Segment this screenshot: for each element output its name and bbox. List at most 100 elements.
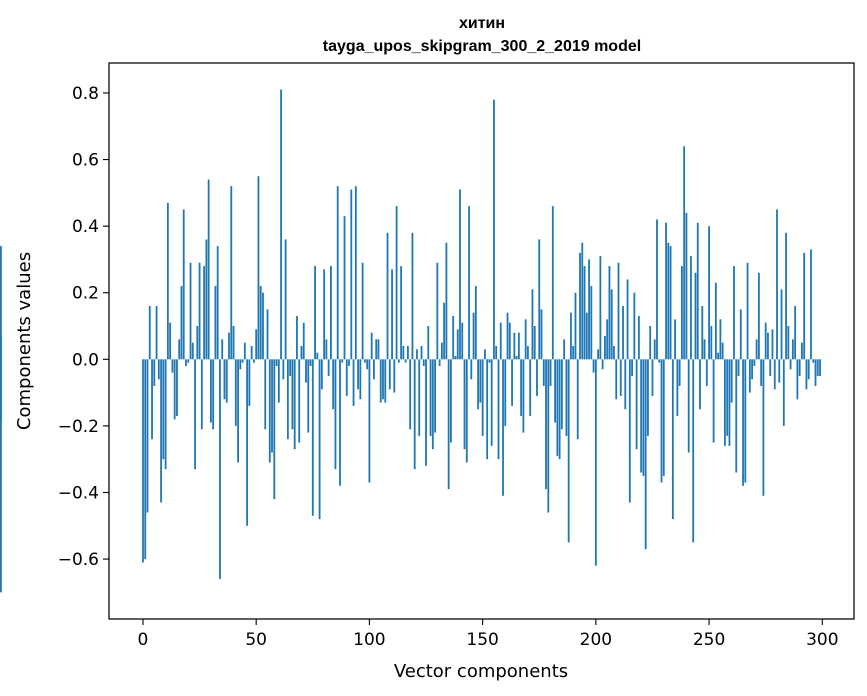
bar [169,322,172,360]
x-axis-label: Vector components [394,661,568,682]
bar [443,302,446,360]
bar [243,342,246,360]
bar [404,359,407,363]
bar [325,339,328,360]
bar [773,359,776,390]
bar [248,359,251,406]
bar [488,359,491,363]
bar [262,292,264,360]
bar [665,222,667,360]
bar [511,359,513,406]
bar [588,259,590,360]
bar [289,359,292,376]
bar [182,209,185,360]
bar [554,359,556,423]
bar [393,359,396,393]
bar [499,322,502,360]
bar [662,359,665,476]
bar [647,359,649,436]
y-tick-label: −0.6 [58,550,99,570]
bar [567,359,570,543]
bar [631,359,633,376]
bar [615,359,618,400]
bar [748,359,751,393]
bar [221,339,224,360]
bar [547,359,550,513]
bar [696,222,699,360]
bar [332,359,335,410]
bar [714,282,717,360]
bar [497,359,500,460]
bar [767,332,769,360]
x-tick-label: 150 [466,630,498,650]
bar [801,342,803,360]
bar [379,359,382,403]
bar [474,286,477,360]
bar [180,286,183,360]
bar [429,359,432,436]
bar [162,359,165,460]
bar [803,252,806,360]
bar [232,326,235,360]
bar [216,246,219,360]
bar [619,359,622,396]
bar [816,359,819,376]
bar [205,239,208,360]
bar [171,359,174,373]
bar [617,262,620,360]
bar [658,359,661,363]
bar [187,359,190,363]
bar [334,359,337,470]
bar [225,359,228,403]
bar [191,342,194,360]
bar [601,359,604,370]
bar [361,262,364,360]
bar [352,359,355,406]
bar [237,359,239,463]
bar [286,359,289,440]
bar [739,309,742,360]
bar [207,179,210,360]
bar [776,209,778,360]
bar [447,359,450,490]
bar [642,359,645,476]
bar [155,306,158,360]
bar [185,359,187,366]
bar [742,359,744,486]
bar [527,345,529,360]
bar [513,332,516,360]
bar [787,326,790,360]
bar [148,306,151,360]
bar [436,262,439,360]
bar [386,232,389,360]
bar [542,359,545,386]
bar [302,322,305,360]
bar [255,329,258,360]
bar [452,316,455,360]
bar [493,99,495,360]
bar [653,339,656,360]
bar [760,359,763,386]
bar [320,359,323,390]
bar [438,359,441,366]
bar [153,359,156,386]
bar [411,232,414,360]
bar [819,359,821,376]
bar [529,359,532,416]
bar [687,359,690,453]
chart-subtitle: tayga_upos_skipgram_300_2_2019 model [323,38,641,55]
bar [305,359,307,383]
bar [733,266,735,360]
bar [597,349,600,360]
bar [200,359,203,430]
x-tick-label: 300 [806,630,838,650]
bar [538,239,541,360]
bar [705,359,708,386]
bar [445,242,448,360]
bar [298,359,301,443]
x-tick-label: 100 [353,630,385,650]
bar [576,359,579,440]
bar [196,326,199,360]
bar [778,359,781,383]
